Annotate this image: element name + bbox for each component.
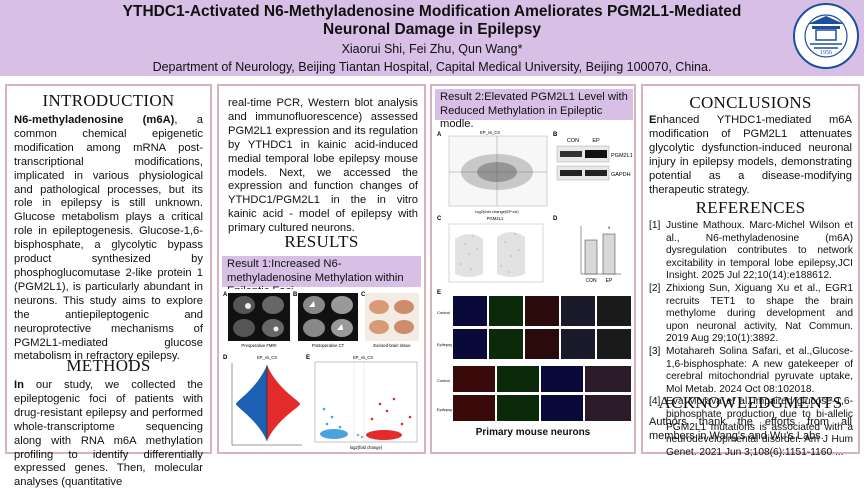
fig1-caption-c: Excised brain tissue [373, 343, 411, 348]
wb-band1-label: PGM2L1 [611, 153, 633, 159]
fig1-label-e: E [306, 355, 310, 361]
bar-ep [602, 233, 616, 275]
fig1-label-d: D [223, 355, 228, 361]
poster-title-line2: Neuronal Damage in Epilepsy [323, 21, 541, 38]
methods-lead: In [14, 379, 24, 391]
svg-text:1956: 1956 [820, 50, 832, 56]
authors: Xiaorui Shi, Fei Zhu, Qun Wang* [341, 42, 523, 56]
result1-figure: A Preoperative FMRI B Postoperative CT C… [222, 289, 421, 451]
conclusions-lead: E [649, 114, 657, 126]
reference-item: [1] Justine Mathoux. Marc-Michel Wilson e… [649, 220, 853, 282]
acknowledgments-heading: ACKNOWLEDGMENTS [658, 393, 843, 412]
reference-item: [4] Eva Morava et al.,Impaired glucose-1,… [649, 396, 853, 458]
bar-significance: * [608, 227, 611, 233]
methods-body: our study, we collected the epileptogeni… [14, 379, 203, 489]
methods-text: In our study, we collected the epileptog… [14, 379, 203, 490]
methods-continued-text: real-time PCR, Western blot analysis and… [228, 97, 418, 235]
fig1-label-b: B [293, 292, 298, 298]
fig1-caption-a: Preoperative FMRI [241, 343, 276, 348]
middle-left-panel: real-time PCR, Western blot analysis and… [217, 84, 426, 454]
bar-label-ep: EP [606, 278, 613, 284]
tissue-panel [365, 293, 419, 341]
if-grid-top [453, 296, 631, 359]
reference-item: [3] Motahareh Solina Safari, et al.,Gluco… [649, 345, 853, 395]
right-panel: CONCLUSIONS Enhanced YTHDC1-mediated m6A… [641, 84, 860, 458]
conclusions-text: Enhanced YTHDC1-mediated m6A modificatio… [649, 114, 852, 197]
if-row-control-bottom: Control [437, 378, 450, 383]
poster-title-line1: YTHDC1-Activated N6-Methyladenosine Modi… [122, 3, 742, 20]
wb-band-pgm2l1-con [560, 151, 582, 157]
wb-band2-label: GAPDH [611, 172, 631, 178]
left-panel: INTRODUCTION N6-methyladenosine (m6A), a… [5, 84, 212, 488]
introduction-heading: INTRODUCTION [42, 91, 175, 110]
result2-figure: A EP_vs_Ctr log2(fold change(EP:ctr) B C… [437, 130, 633, 421]
hospital-logo: 1956 [793, 3, 859, 69]
department: Department of Neurology, Beijing Tiantan… [152, 60, 712, 74]
result2-title: Result 2:Elevated PGM2L1 Level with Redu… [435, 89, 633, 130]
wb-ep-label: EP [592, 138, 600, 144]
fig2-label-a: A [437, 132, 442, 138]
if-row-control-top: Control [437, 310, 450, 315]
fig1-label-c: C [361, 292, 366, 298]
results-heading: RESULTS [284, 232, 359, 251]
if-row-epilepsy-top: Epilepsy [437, 342, 452, 347]
fig2-scatter-xlabel: log2(fold change(EP:ctr) [475, 209, 519, 214]
conclusions-body: nhanced YTHDC1-mediated m6A modification… [649, 114, 852, 196]
fig2-caption: Primary mouse neurons [475, 427, 591, 438]
conclusions-heading: CONCLUSIONS [689, 93, 812, 112]
methods-heading: METHODS [66, 356, 151, 375]
references-heading: REFERENCES [695, 198, 806, 217]
if-grid-bottom [453, 366, 631, 421]
fig2-violin-title: PGM2L1 [487, 216, 504, 221]
violin-red [267, 365, 300, 441]
if-row-epilepsy-bottom: Epilepsy [437, 407, 452, 412]
fig2-scatter-title: EP_vs_Ctr [480, 130, 501, 135]
reference-item: [2] Zhixiong Sun, Xiguang Xu et al., EGR1… [649, 282, 853, 345]
wb-con-label: CON [567, 138, 579, 144]
fig2-label-e: E [437, 290, 441, 296]
references-list: [1] Justine Mathoux. Marc-Michel Wilson e… [649, 220, 853, 459]
fig1-label-a: A [223, 292, 228, 298]
middle-right-panel: Result 2:Elevated PGM2L1 Level with Redu… [430, 84, 636, 454]
result1-title: Result 1:Increased N6-methyladenosine Me… [222, 256, 421, 297]
fig1-e-title: EP_vs_Ctr [353, 355, 374, 360]
fig2-label-d: D [553, 216, 558, 222]
poster-header: YTHDC1-Activated N6-Methyladenosine Modi… [0, 0, 864, 76]
bar-label-con: CON [585, 278, 597, 284]
fig2-label-b: B [553, 132, 558, 138]
fig1-e-xlabel: log2(fold change) [350, 445, 383, 450]
fig1-d-title: EP_vs_Ctr [257, 355, 278, 360]
wb-band-pgm2l1-ep [585, 150, 607, 158]
introduction-body: , a common chemical epigenetic modificat… [14, 114, 203, 363]
introduction-text: N6-methyladenosine (m6A), a common chemi… [14, 114, 203, 364]
introduction-lead: N6-methyladenosine (m6A) [14, 114, 175, 126]
fig1-caption-b: Postoperative CT [312, 343, 345, 348]
violin-blue [236, 365, 267, 441]
acknowledgments-text: Authors thank the efforts from all membe… [649, 416, 852, 442]
volcano-points [320, 397, 412, 440]
fig2-label-c: C [437, 216, 442, 222]
bar-con [584, 239, 598, 275]
